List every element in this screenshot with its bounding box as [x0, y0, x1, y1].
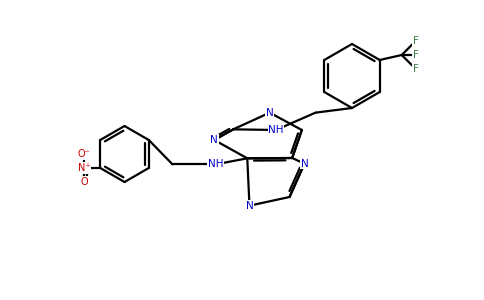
Text: O⁻: O⁻: [78, 149, 91, 159]
Text: F: F: [413, 50, 419, 60]
Text: N: N: [266, 108, 273, 118]
Text: N: N: [301, 159, 308, 169]
Text: N: N: [211, 135, 218, 145]
Text: O: O: [80, 177, 88, 187]
Text: F: F: [413, 64, 419, 74]
Text: NH: NH: [208, 159, 223, 169]
Text: N: N: [245, 201, 253, 211]
Text: N⁺: N⁺: [78, 163, 91, 173]
Text: F: F: [413, 36, 419, 46]
Text: NH: NH: [268, 125, 284, 135]
